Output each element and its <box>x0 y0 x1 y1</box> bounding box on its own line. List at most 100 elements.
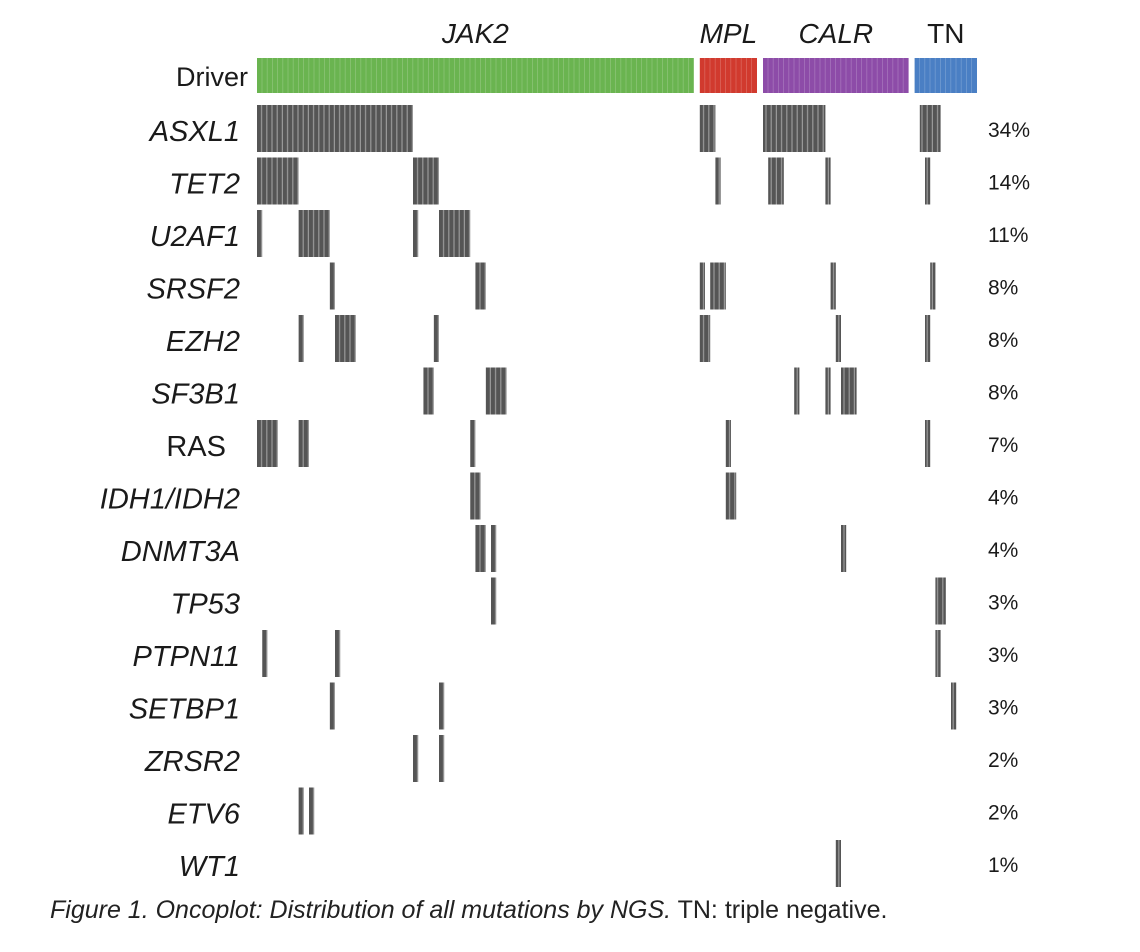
gene-label: TET2 <box>169 169 240 201</box>
driver-bar-calr <box>763 58 909 93</box>
gene-label: WT1 <box>179 851 240 883</box>
driver-header: Driver JAK2 MPL CALR TN <box>176 18 977 93</box>
mutation-frequency: 3% <box>988 592 1018 615</box>
driver-bar-divider <box>788 58 790 93</box>
oncoplot-chart: Driver JAK2 MPL CALR TN ASXL1 34% TET2 14% U2AF1… <box>100 18 1030 887</box>
driver-bar-divider <box>438 58 440 93</box>
mutation-mark <box>433 315 439 362</box>
driver-bar-divider <box>604 58 606 93</box>
driver-bar-divider <box>552 58 554 93</box>
driver-bar-divider <box>584 58 585 93</box>
mutation-mark <box>699 262 705 310</box>
driver-bar-divider <box>433 58 434 93</box>
driver-bar-divider <box>730 58 732 93</box>
driver-bar-divider <box>709 58 711 93</box>
driver-bar-divider <box>344 58 346 93</box>
driver-bar-divider <box>798 58 800 93</box>
gene-label: DNMT3A <box>121 536 240 568</box>
driver-label-tn: TN <box>927 18 964 49</box>
gene-label: RAS <box>166 431 226 463</box>
driver-row-label: Driver <box>176 62 248 92</box>
mutation-mark <box>841 367 857 415</box>
driver-bar-divider <box>318 58 320 93</box>
gene-row-srsf2: SRSF2 8% <box>147 262 1018 310</box>
driver-bar-divider <box>365 58 367 93</box>
driver-bar-divider <box>558 58 559 93</box>
gene-row-u2af1: U2AF1 11% <box>150 210 1028 257</box>
driver-bar-divider <box>329 58 330 93</box>
mutation-mark <box>825 367 831 415</box>
driver-bar-divider <box>871 58 873 93</box>
driver-bar-divider <box>850 58 852 93</box>
driver-bar-divider <box>594 58 596 93</box>
driver-bar-divider <box>573 58 575 93</box>
driver-bar-divider <box>599 58 601 93</box>
driver-bar-divider <box>804 58 805 93</box>
driver-bar-mpl <box>699 58 757 93</box>
gene-label: SETBP1 <box>129 694 240 726</box>
driver-bar-divider <box>448 58 450 93</box>
mutation-frequency: 3% <box>988 644 1018 667</box>
driver-bar-divider <box>636 58 637 93</box>
driver-bar-divider <box>778 58 779 93</box>
driver-bar-divider <box>725 58 726 93</box>
gene-row-wt1: WT1 1% <box>179 840 1018 887</box>
driver-bar-divider <box>516 58 518 93</box>
driver-bar-divider <box>542 58 544 93</box>
mutation-mark <box>725 472 737 520</box>
driver-bar-divider <box>714 58 716 93</box>
driver-bar-divider <box>824 58 826 93</box>
gene-row-setbp1: SETBP1 3% <box>129 682 1018 730</box>
driver-bar-divider <box>360 58 362 93</box>
mutation-mark <box>475 262 486 310</box>
driver-bar-divider <box>313 58 315 93</box>
driver-bar-divider <box>282 58 284 93</box>
driver-bar-divider <box>292 58 294 93</box>
mutation-frequency: 8% <box>988 277 1018 300</box>
driver-bar-divider <box>630 58 632 93</box>
mutation-mark <box>951 682 957 730</box>
driver-bar-divider <box>547 58 549 93</box>
mutation-frequency: 3% <box>988 697 1018 720</box>
mutation-frequency: 4% <box>988 539 1018 562</box>
driver-bar-divider <box>950 58 952 93</box>
mutation-mark <box>257 105 413 152</box>
driver-bar-divider <box>641 58 642 93</box>
driver-bar-divider <box>339 58 341 93</box>
driver-bar-divider <box>682 58 684 93</box>
driver-bar-divider <box>261 58 263 93</box>
gene-row-tet2: TET2 14% <box>169 157 1030 205</box>
driver-bar-divider <box>625 58 627 93</box>
driver-bar-divider <box>945 58 946 93</box>
driver-bar-divider <box>526 58 528 93</box>
driver-bar-divider <box>469 58 471 93</box>
driver-bar-divider <box>861 58 862 93</box>
gene-row-idh1-idh2: IDH1/IDH2 4% <box>100 472 1018 520</box>
driver-bar-divider <box>751 58 752 93</box>
driver-bar-divider <box>589 58 590 93</box>
mutation-mark <box>925 420 931 467</box>
driver-bar-divider <box>298 58 299 93</box>
mutation-mark <box>835 840 841 887</box>
mutation-frequency: 11% <box>988 224 1028 247</box>
driver-bar-divider <box>506 58 507 93</box>
mutation-mark <box>763 105 826 152</box>
gene-row-tp53: TP53 3% <box>171 577 1018 625</box>
driver-bar-divider <box>966 58 967 93</box>
mutation-frequency: 34% <box>988 119 1030 142</box>
driver-bar-divider <box>840 58 842 93</box>
mutation-mark <box>919 105 941 152</box>
mutation-frequency: 4% <box>988 487 1018 510</box>
driver-bar-divider <box>772 58 774 93</box>
driver-bar-divider <box>955 58 957 93</box>
driver-bar-divider <box>532 58 533 93</box>
driver-bar-divider <box>740 58 742 93</box>
driver-bar-divider <box>412 58 414 93</box>
driver-bar-divider <box>656 58 658 93</box>
driver-bar-divider <box>308 58 310 93</box>
driver-bar-divider <box>334 58 336 93</box>
gene-rows: ASXL1 34%TET2 14%U2AF1 11%SRSF2 8%EZH2 8%SF3B… <box>100 105 1030 887</box>
driver-bar-divider <box>350 58 351 93</box>
driver-bar-divider <box>919 58 920 93</box>
mutation-mark <box>470 420 476 467</box>
